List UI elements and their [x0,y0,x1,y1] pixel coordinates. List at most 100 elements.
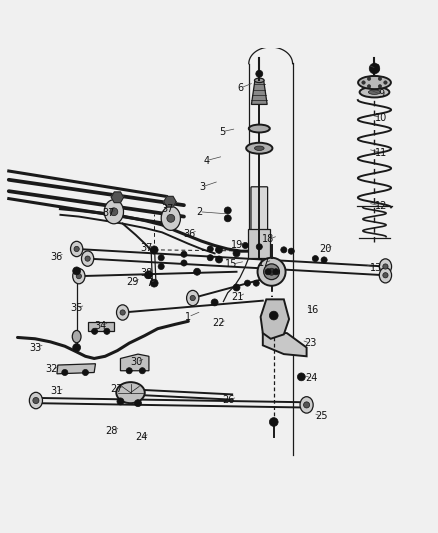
Circle shape [383,264,388,269]
Circle shape [158,255,164,261]
Circle shape [110,208,118,216]
Ellipse shape [379,268,392,283]
Circle shape [378,85,381,88]
Text: 9: 9 [378,90,384,99]
Circle shape [233,250,240,257]
Circle shape [181,251,187,257]
Circle shape [321,257,327,263]
Text: 16: 16 [307,305,319,316]
Circle shape [268,268,275,275]
Polygon shape [261,300,289,339]
Text: 20: 20 [319,244,331,254]
Circle shape [215,256,223,263]
Text: 32: 32 [46,365,58,374]
Ellipse shape [104,200,124,224]
Circle shape [139,368,145,374]
Text: 37: 37 [141,243,153,253]
Circle shape [242,243,248,248]
Text: 5: 5 [219,127,226,136]
Ellipse shape [187,290,199,306]
Text: 21: 21 [231,292,244,302]
Ellipse shape [71,241,83,257]
Text: 30: 30 [131,357,143,367]
FancyBboxPatch shape [251,187,268,259]
Polygon shape [251,80,267,104]
Ellipse shape [117,382,145,403]
Circle shape [158,263,164,270]
Text: 25: 25 [316,411,328,421]
Circle shape [256,244,262,250]
Polygon shape [263,333,307,356]
Ellipse shape [368,90,381,94]
Ellipse shape [81,251,94,266]
Circle shape [150,246,158,254]
Ellipse shape [254,146,264,150]
Circle shape [253,280,259,286]
Circle shape [269,311,278,320]
Ellipse shape [73,269,85,284]
Circle shape [167,214,175,222]
Bar [88,322,114,332]
Text: 18: 18 [262,235,274,244]
Circle shape [367,77,371,80]
Text: 26: 26 [223,395,235,405]
Circle shape [211,299,218,306]
Circle shape [378,77,381,80]
Circle shape [82,369,88,376]
Circle shape [62,369,68,376]
Circle shape [367,85,371,88]
Circle shape [264,264,279,280]
Circle shape [312,255,318,262]
Circle shape [244,280,251,286]
Circle shape [134,400,141,407]
Ellipse shape [358,76,391,89]
Text: 37: 37 [102,208,115,218]
Text: 27: 27 [110,384,122,394]
Circle shape [207,246,213,252]
Ellipse shape [72,330,81,343]
Circle shape [265,269,271,275]
Ellipse shape [249,125,270,133]
Text: 36: 36 [183,229,195,239]
Circle shape [194,268,201,275]
Text: 24: 24 [306,373,318,383]
Circle shape [288,248,294,254]
Text: 37: 37 [161,204,173,214]
Text: 38: 38 [141,268,153,278]
Text: 12: 12 [375,201,387,211]
Text: 35: 35 [71,303,83,313]
Text: 6: 6 [238,83,244,93]
Circle shape [126,368,132,374]
Circle shape [215,246,223,253]
Circle shape [269,418,278,426]
Circle shape [150,279,158,287]
Ellipse shape [254,78,264,83]
Ellipse shape [29,392,42,409]
Circle shape [190,295,195,301]
Text: 15: 15 [225,260,237,269]
Circle shape [85,256,90,261]
Polygon shape [111,192,124,203]
Bar [248,229,270,258]
Text: 10: 10 [375,112,387,123]
Text: 23: 23 [304,338,316,348]
Ellipse shape [161,206,180,230]
Polygon shape [120,354,149,371]
Circle shape [384,81,387,84]
Circle shape [297,373,305,381]
Circle shape [304,402,310,408]
Ellipse shape [300,397,313,413]
Circle shape [120,310,125,315]
Text: 2: 2 [196,207,202,217]
Circle shape [224,215,231,222]
Circle shape [74,246,79,252]
Circle shape [181,260,187,266]
Text: 11: 11 [375,148,387,158]
Circle shape [362,81,365,84]
Ellipse shape [117,305,129,320]
Text: 4: 4 [204,156,210,166]
Text: 34: 34 [95,321,107,330]
Circle shape [369,63,380,74]
Text: 3: 3 [199,182,205,192]
Circle shape [104,328,110,334]
